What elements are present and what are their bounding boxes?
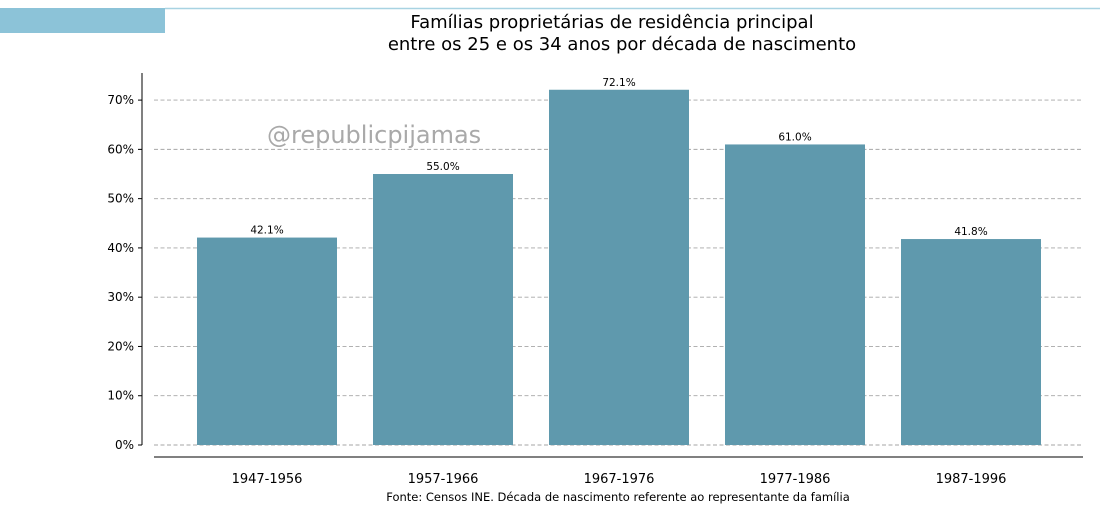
data-label: 41.8% xyxy=(954,226,987,238)
x-tick-label: 1947-1956 xyxy=(232,472,303,487)
y-tick-label: 70% xyxy=(107,93,134,107)
watermark: @republicpijamas xyxy=(267,121,481,149)
bars xyxy=(197,89,1041,445)
bar-1967-1976 xyxy=(549,89,689,445)
x-tick-label: 1977-1986 xyxy=(760,472,831,487)
source-note: Fonte: Censos INE. Década de nascimento … xyxy=(386,490,850,504)
y-tick-label: 20% xyxy=(107,339,134,353)
chart-title-line-2: entre os 25 e os 34 anos por década de n… xyxy=(388,34,856,55)
data-label: 42.1% xyxy=(250,225,283,237)
y-tick-label: 40% xyxy=(107,241,134,255)
data-label: 55.0% xyxy=(426,161,459,173)
chart-title-line-1: Famílias proprietárias de residência pri… xyxy=(410,12,813,33)
y-tick-label: 50% xyxy=(107,192,134,206)
x-tick-label: 1987-1996 xyxy=(936,472,1007,487)
data-labels: 42.1% 55.0% 72.1% 61.0% 41.8% xyxy=(250,77,987,238)
data-label: 72.1% xyxy=(602,77,635,89)
x-tick-label: 1967-1976 xyxy=(584,472,655,487)
data-label: 61.0% xyxy=(778,131,811,143)
y-tick-label: 30% xyxy=(107,290,134,304)
bar-1947-1956 xyxy=(197,237,337,445)
y-tick-label: 60% xyxy=(107,142,134,156)
header-accent-block xyxy=(0,8,165,33)
y-tick-label: 10% xyxy=(107,389,134,403)
bar-1957-1966 xyxy=(373,174,513,445)
bar-1987-1996 xyxy=(901,239,1041,445)
bar-1977-1986 xyxy=(725,144,865,445)
y-tick-label: 0% xyxy=(115,438,134,452)
axes: 0% 10% 20% 30% 40% 50% 60% 70% 1947-1956 1957-196… xyxy=(107,73,1083,487)
x-tick-label: 1957-1966 xyxy=(408,472,479,487)
